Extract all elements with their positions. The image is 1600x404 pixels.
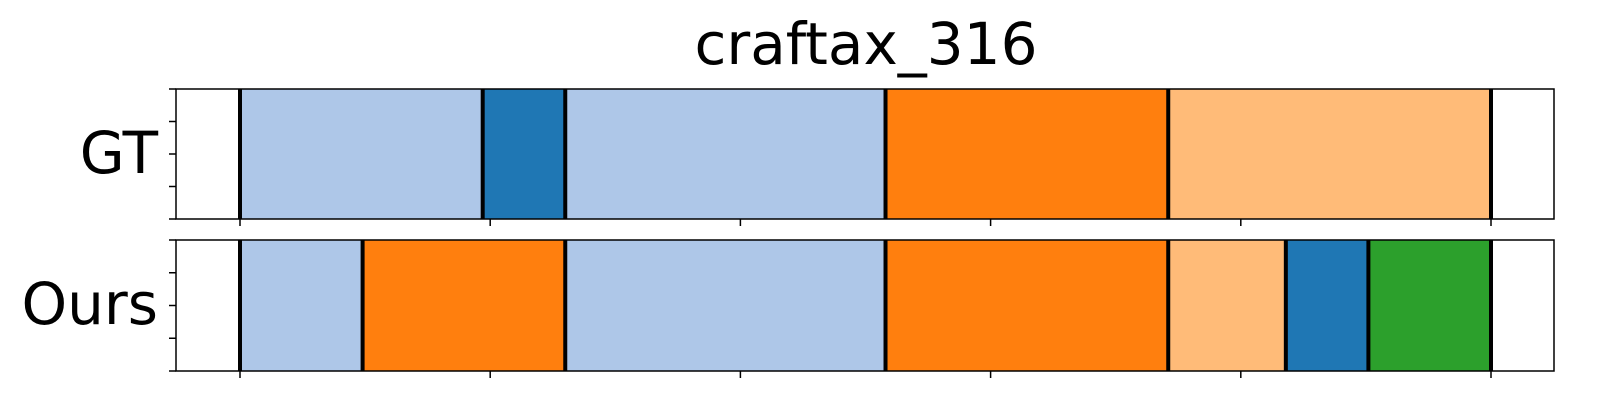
segment-ours-6 — [1368, 240, 1491, 371]
segment-gt-2 — [565, 89, 886, 219]
row-label-gt: GT — [80, 119, 159, 187]
row-gt: GT — [80, 88, 1555, 226]
segment-ours-2 — [565, 240, 886, 371]
segment-gt-0 — [240, 89, 483, 219]
segment-ours-3 — [885, 240, 1169, 371]
segment-ours-0 — [240, 240, 363, 371]
segment-gt-3 — [885, 89, 1169, 219]
row-ours: Ours — [22, 239, 1555, 378]
segment-gt-4 — [1168, 89, 1491, 219]
segment-ours-1 — [362, 240, 566, 371]
row-label-ours: Ours — [22, 270, 158, 338]
segment-ours-4 — [1168, 240, 1286, 371]
chart-title: craftax_316 — [695, 10, 1038, 78]
segment-ours-5 — [1285, 240, 1369, 371]
segment-gt-1 — [482, 89, 566, 219]
